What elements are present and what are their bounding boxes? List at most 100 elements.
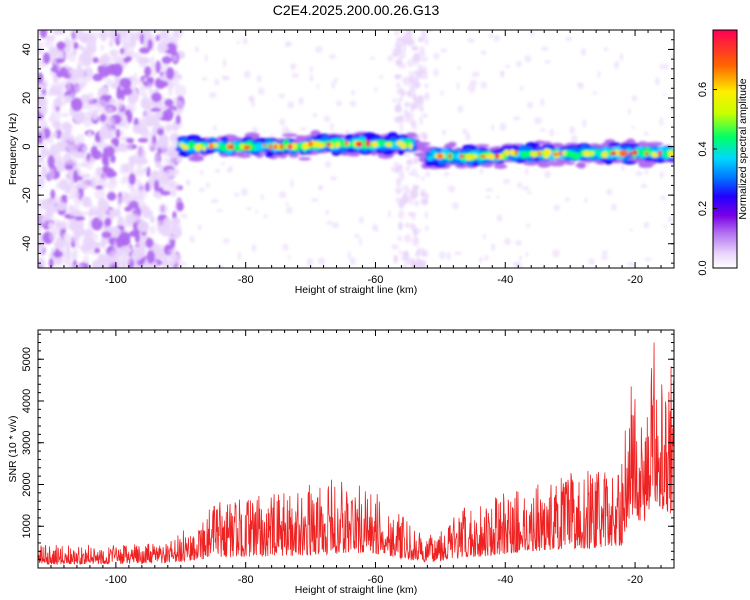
spectrogram-cell [643,131,649,137]
spectrogram-cell [97,65,102,74]
spectrogram-cell [256,74,262,83]
spectrogram-cell [99,113,107,122]
spectrogram-cell [601,151,608,159]
y-tick-label: 1000 [21,514,33,538]
spectrogram-cell [354,233,360,239]
spectrogram-cell [57,84,65,98]
spectrogram-cell [397,87,405,93]
spectrogram-cell [402,262,408,268]
spectrogram-cell [137,125,143,135]
spectrogram-cell [549,161,565,167]
spectrogram-cell [402,77,406,84]
spectrogram-cell [671,53,674,58]
spectrogram-cell [525,251,529,258]
spectrogram-cell [113,138,120,148]
spectrogram-cell [87,91,94,103]
spectrogram-cell [418,46,425,56]
spectrogram-cell [55,121,61,132]
spectrogram-cell [464,148,473,153]
spectrogram-cell [411,45,419,51]
spectrogram-cell [168,235,179,240]
spectrogram-cell [94,247,101,254]
spectrogram-cell [395,82,401,88]
spectrogram-cell [91,36,97,44]
spectrogram-cell [350,90,356,96]
spectrogram-cell [503,237,512,246]
spectrogram-cell [638,141,647,145]
spectrogram-cell [355,141,360,147]
spectrogram-cell [393,254,398,264]
spectrogram-cell [120,245,132,255]
spectrogram-cell [158,203,169,216]
spectrogram-cell [158,45,169,51]
spectrogram-cell [133,151,144,165]
spectrogram-cell [147,39,153,51]
spectrogram-cell [290,63,296,71]
spectrogram-cell [157,80,169,88]
spectrogram-cell [323,115,331,123]
spectrogram-cell [316,84,320,89]
spectrogram-cell [205,182,211,188]
spectrogram-cell [120,178,128,185]
spectrogram-cell [372,142,379,148]
spectrogram-cell [38,172,46,183]
spectrogram-cell [91,150,102,160]
spectrogram-cell [52,250,63,258]
spectrogram-cell [522,186,530,191]
spectrogram-cell [99,139,105,147]
spectrogram-cell [60,232,72,245]
spectrogram-cell [314,45,323,53]
spectrogram-cell [161,56,172,64]
spectrogram-cell [589,154,595,158]
spectrogram-cell [88,208,93,218]
spectrogram-cell [419,67,423,77]
spectrogram-cell [153,115,160,129]
spectrogram-cell [106,132,114,140]
spectrogram-cell [326,142,331,147]
spectrogram-cell [408,143,413,150]
spectrogram-cell [408,70,414,80]
spectrogram-cell [440,48,448,53]
spectrogram-cell [278,191,287,199]
spectrogram-cell [139,47,150,54]
spectrogram-cell [488,153,495,160]
spectrogram-cell [564,196,570,202]
spectrogram-cell [627,261,636,267]
spectrogram-cell [118,231,131,243]
spectrogram-cell [571,134,578,143]
spectrogram-cell [60,67,67,72]
spectrogram-cell [420,30,427,38]
x-tick-label: -100 [105,274,127,286]
spectrogram-cell [518,255,523,261]
spectrogram-cell [156,128,165,136]
spectrogram-cell [457,65,461,70]
spectrogram-cell [118,98,124,110]
x-tick-label: -80 [238,574,254,586]
spectrogram-cell [462,128,468,135]
spectrogram-cell [77,62,82,73]
spectrogram-cell [202,145,207,152]
spectrogram-cell [138,182,145,195]
spectrogram-cell [420,56,429,62]
spectrogram-cell [135,53,143,64]
spectrogram-cell [401,251,408,258]
spectrogram-cell [137,221,150,233]
spectrogram-cell [194,45,200,53]
spectrogram-cell [141,100,151,107]
spectrogram-cell [45,209,55,222]
spectrogram-cell [70,97,83,112]
spectrogram-cell [39,103,48,116]
spectrogram-cell [101,231,112,239]
spectrogram-cell [103,200,110,212]
spectrogram-cell [128,173,136,186]
spectrogram-cell [232,145,241,151]
spectrogram-cell [500,71,505,79]
spectrogram-cell [213,78,220,86]
spectrogram-cell [644,169,649,175]
spectrogram-cell [257,87,265,96]
spectrogram-cell [395,197,402,203]
spectrogram-cell [51,105,58,111]
spectrogram-cell [163,108,174,122]
spectrogram-cell [83,144,89,153]
spectrogram-cell [149,225,156,235]
